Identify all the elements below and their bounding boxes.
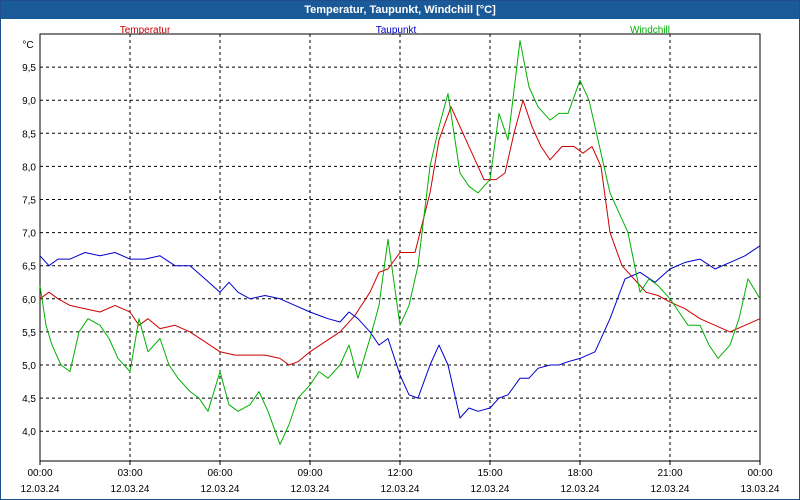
plot-border: [39, 33, 761, 462]
y-tick-label: 7,5: [22, 196, 36, 207]
x-tick-date: 12.03.24: [21, 484, 60, 495]
legend-temperatur: Temperatur: [120, 25, 171, 36]
series-lines: [39, 40, 761, 445]
x-tick-time: 18:00: [567, 468, 592, 479]
x-tick-date: 12.03.24: [561, 484, 600, 495]
y-tick-label: 8,0: [22, 162, 36, 173]
x-tick-time: 00:00: [27, 468, 52, 479]
axes: 4,0 4,5 5,0 5,5 6,0 6,5 7,0 7,5 8,0 8,5 9,0 9,5 00:0…: [21, 33, 780, 495]
legend: Temperatur Taupunkt Windchill: [120, 25, 670, 36]
x-tick-time: 09:00: [297, 468, 322, 479]
grid-lines: [40, 34, 760, 461]
y-tick-label: 5,0: [22, 361, 36, 372]
x-tick-time: 03:00: [117, 468, 142, 479]
y-axis-label: °C: [22, 40, 33, 51]
x-tick-date: 12.03.24: [651, 484, 690, 495]
x-tick-time: 06:00: [207, 468, 232, 479]
series-line-windchill: [39, 40, 761, 445]
x-tick-date: 12.03.24: [381, 484, 420, 495]
y-tick-label: 4,0: [22, 427, 36, 438]
chart-title: Temperatur, Taupunkt, Windchill [°C]: [1, 1, 799, 19]
x-tick-date: 13.03.24: [741, 484, 780, 495]
y-tick-label: 7,0: [22, 229, 36, 240]
series-line-temperatur: [39, 99, 761, 366]
x-tick-time: 15:00: [477, 468, 502, 479]
x-tick-time: 12:00: [387, 468, 412, 479]
x-tick-date: 12.03.24: [111, 484, 150, 495]
x-tick-date: 12.03.24: [471, 484, 510, 495]
x-tick-time: 00:00: [747, 468, 772, 479]
y-tick-label: 9,0: [22, 96, 36, 107]
y-tick-label: 5,5: [22, 328, 36, 339]
y-tick-label: 6,0: [22, 295, 36, 306]
y-tick-label: 8,5: [22, 129, 36, 140]
x-tick-time: 21:00: [657, 468, 682, 479]
legend-taupunkt: Taupunkt: [376, 25, 417, 36]
x-tick-date: 12.03.24: [291, 484, 330, 495]
series-line-taupunkt: [39, 245, 761, 419]
y-tick-label: 6,5: [22, 262, 36, 273]
legend-windchill: Windchill: [630, 25, 670, 36]
x-tick-date: 12.03.24: [201, 484, 240, 495]
y-tick-label: 4,5: [22, 394, 36, 405]
y-tick-label: 9,5: [22, 63, 36, 74]
